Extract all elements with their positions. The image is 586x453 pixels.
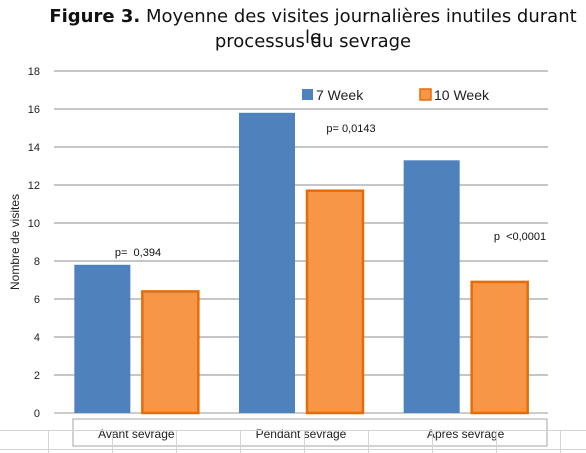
chart-title-line-1: Figure 3. Moyenne des visites journalièr… (0, 6, 586, 48)
sheet-gridline (0, 449, 586, 450)
sheet-cell-border (112, 430, 113, 453)
y-tick-label: 6 (34, 294, 40, 306)
sheet-cell-border (432, 430, 433, 453)
bar-series-1 (403, 160, 460, 413)
p-value-annotation: p= 0,0143 (326, 123, 375, 135)
legend: 7 Week 10 Week (302, 87, 490, 103)
sheet-cell-border (560, 430, 561, 453)
p-value-annotation: p <0,0001 (494, 231, 546, 243)
bars (74, 112, 529, 415)
y-axis-label: Nombre de visites (8, 194, 22, 290)
sheet-gridline (0, 430, 586, 431)
y-tick-label: 14 (28, 142, 40, 154)
y-axis: 0 2 4 6 8 10 12 14 16 18 (28, 66, 40, 420)
bar-series-2 (141, 290, 200, 415)
legend-label: 7 Week (316, 87, 364, 103)
sheet-cell-border (304, 430, 305, 453)
p-value-annotation: p= 0,394 (115, 247, 161, 259)
sheet-cell-border (176, 430, 177, 453)
legend-label: 10 Week (434, 87, 490, 103)
y-tick-label: 8 (34, 256, 40, 268)
annotations: p= 0,394 p= 0,0143 p <0,0001 (115, 123, 546, 259)
legend-swatch (302, 89, 313, 100)
title-text-2: processus du sevrage (214, 31, 412, 52)
sheet-cell-border (496, 430, 497, 453)
y-tick-label: 12 (28, 180, 40, 192)
bar-series-2 (470, 280, 529, 415)
y-tick-label: 2 (34, 370, 40, 382)
title-text-1: Moyenne des visites journalières inutile… (145, 6, 577, 48)
chart-title-line-2: processus du sevrage (0, 31, 586, 52)
category-labels: Avant sevrage Pendant sevrage Apres sevrag… (72, 418, 548, 447)
y-tick-label: 0 (34, 408, 40, 420)
gridlines (54, 70, 548, 414)
bar-series-1 (74, 264, 131, 413)
y-tick-label: 10 (28, 218, 40, 230)
bar-series-1 (239, 112, 295, 414)
figure-label: Figure 3. (49, 6, 141, 27)
sheet-cell-border (240, 430, 241, 453)
y-tick-label: 4 (34, 332, 40, 344)
category-label-frame (72, 418, 548, 447)
y-tick-label: 18 (28, 66, 40, 78)
bar-series-2 (305, 189, 365, 415)
y-tick-label: 16 (28, 104, 40, 116)
sheet-cell-border (48, 430, 49, 453)
sheet-cell-border (368, 430, 369, 453)
legend-swatch (419, 88, 432, 101)
